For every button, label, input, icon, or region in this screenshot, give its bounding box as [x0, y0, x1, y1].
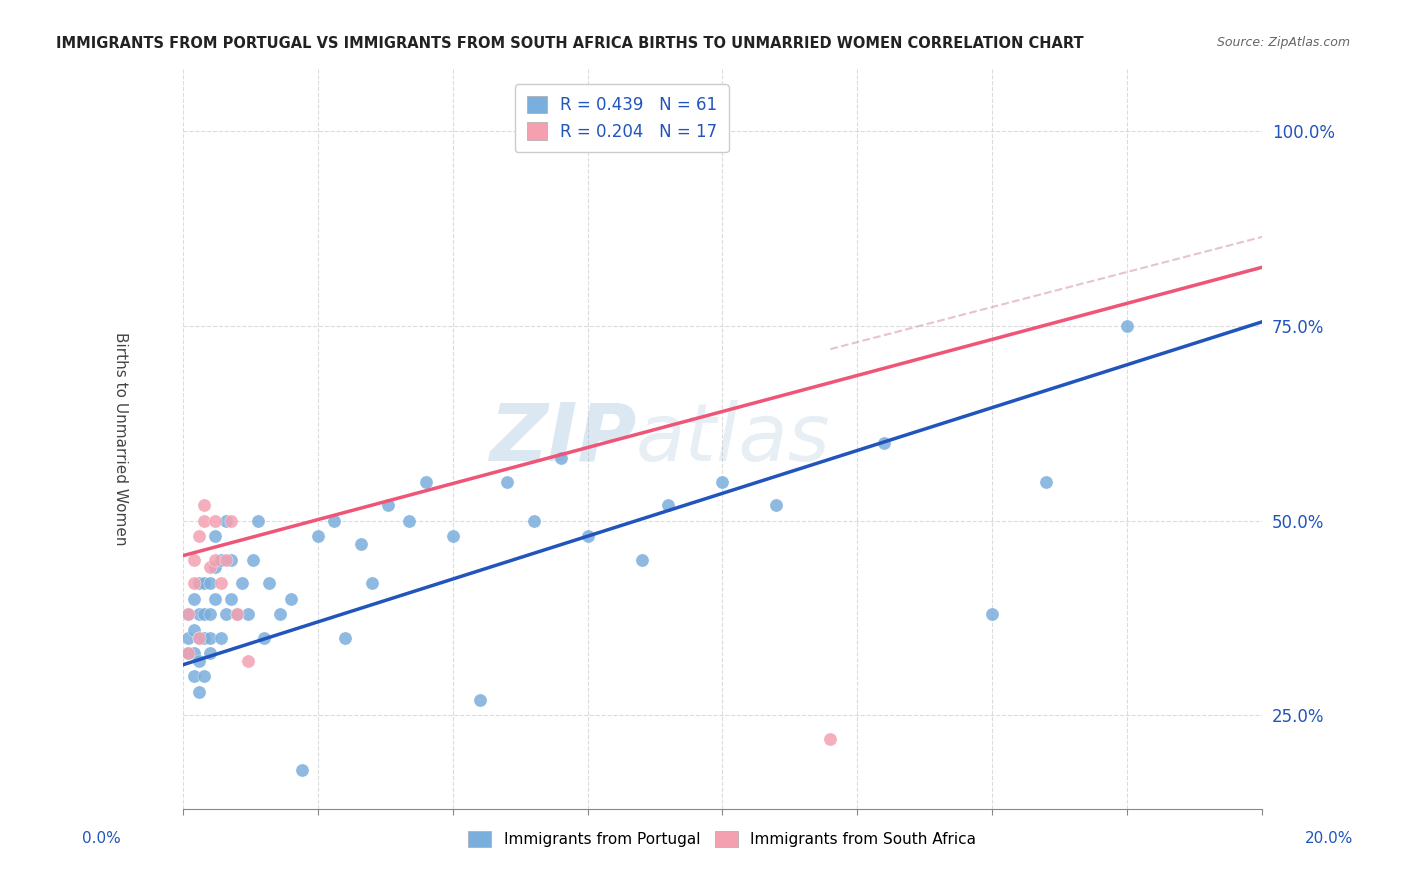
- Point: [253, 631, 276, 645]
- Point: [193, 631, 215, 645]
- Point: [221, 591, 243, 606]
- Y-axis label: Births to Unmarried Women: Births to Unmarried Women: [114, 332, 128, 546]
- Point: [1116, 318, 1139, 333]
- Point: [183, 669, 205, 683]
- Point: [177, 646, 200, 660]
- Point: [204, 591, 226, 606]
- Point: [183, 646, 205, 660]
- Point: [204, 552, 226, 566]
- Point: [350, 537, 373, 551]
- Point: [183, 623, 205, 637]
- Point: [198, 560, 221, 574]
- Point: [236, 607, 259, 621]
- Point: [198, 576, 221, 591]
- Point: [468, 693, 491, 707]
- Point: [204, 560, 226, 574]
- Point: [307, 529, 329, 543]
- Point: [183, 552, 205, 566]
- Point: [873, 435, 896, 450]
- Point: [177, 607, 200, 621]
- Point: [209, 552, 232, 566]
- Point: [280, 591, 302, 606]
- Point: [188, 631, 211, 645]
- Text: 0.0%: 0.0%: [82, 831, 121, 846]
- Point: [711, 475, 734, 489]
- Point: [657, 498, 679, 512]
- Point: [415, 475, 437, 489]
- Point: [231, 576, 253, 591]
- Point: [242, 552, 264, 566]
- Point: [183, 591, 205, 606]
- Point: [236, 654, 259, 668]
- Point: [188, 685, 211, 699]
- Point: [183, 576, 205, 591]
- Point: [193, 514, 215, 528]
- Point: [290, 763, 312, 777]
- Point: [193, 669, 215, 683]
- Point: [209, 576, 232, 591]
- Point: [177, 646, 200, 660]
- Point: [193, 607, 215, 621]
- Point: [177, 631, 200, 645]
- Point: [198, 631, 221, 645]
- Point: [323, 514, 346, 528]
- Point: [221, 552, 243, 566]
- Point: [377, 498, 399, 512]
- Point: [188, 631, 211, 645]
- Point: [333, 631, 356, 645]
- Point: [215, 552, 238, 566]
- Point: [209, 631, 232, 645]
- Point: [820, 731, 842, 746]
- Text: ZIP: ZIP: [489, 400, 636, 478]
- Point: [188, 654, 211, 668]
- Point: [204, 514, 226, 528]
- Point: [398, 514, 420, 528]
- Text: Source: ZipAtlas.com: Source: ZipAtlas.com: [1216, 36, 1350, 49]
- Point: [225, 607, 247, 621]
- Point: [1035, 475, 1057, 489]
- Point: [576, 529, 599, 543]
- Text: IMMIGRANTS FROM PORTUGAL VS IMMIGRANTS FROM SOUTH AFRICA BIRTHS TO UNMARRIED WOM: IMMIGRANTS FROM PORTUGAL VS IMMIGRANTS F…: [56, 36, 1084, 51]
- Legend: R = 0.439   N = 61, R = 0.204   N = 17: R = 0.439 N = 61, R = 0.204 N = 17: [515, 84, 728, 153]
- Point: [221, 514, 243, 528]
- Point: [981, 607, 1004, 621]
- Text: atlas: atlas: [636, 400, 831, 478]
- Point: [550, 451, 572, 466]
- Text: 20.0%: 20.0%: [1305, 831, 1353, 846]
- Point: [630, 552, 652, 566]
- Point: [495, 475, 517, 489]
- Point: [198, 607, 221, 621]
- Point: [441, 529, 464, 543]
- Point: [215, 607, 238, 621]
- Point: [193, 576, 215, 591]
- Point: [360, 576, 382, 591]
- Point: [177, 607, 200, 621]
- Point: [188, 576, 211, 591]
- Point: [523, 514, 546, 528]
- Point: [257, 576, 280, 591]
- Point: [193, 498, 215, 512]
- Point: [215, 514, 238, 528]
- Point: [269, 607, 291, 621]
- Point: [247, 514, 270, 528]
- Point: [765, 498, 787, 512]
- Point: [188, 607, 211, 621]
- Point: [198, 646, 221, 660]
- Point: [225, 607, 247, 621]
- Point: [204, 529, 226, 543]
- Point: [188, 529, 211, 543]
